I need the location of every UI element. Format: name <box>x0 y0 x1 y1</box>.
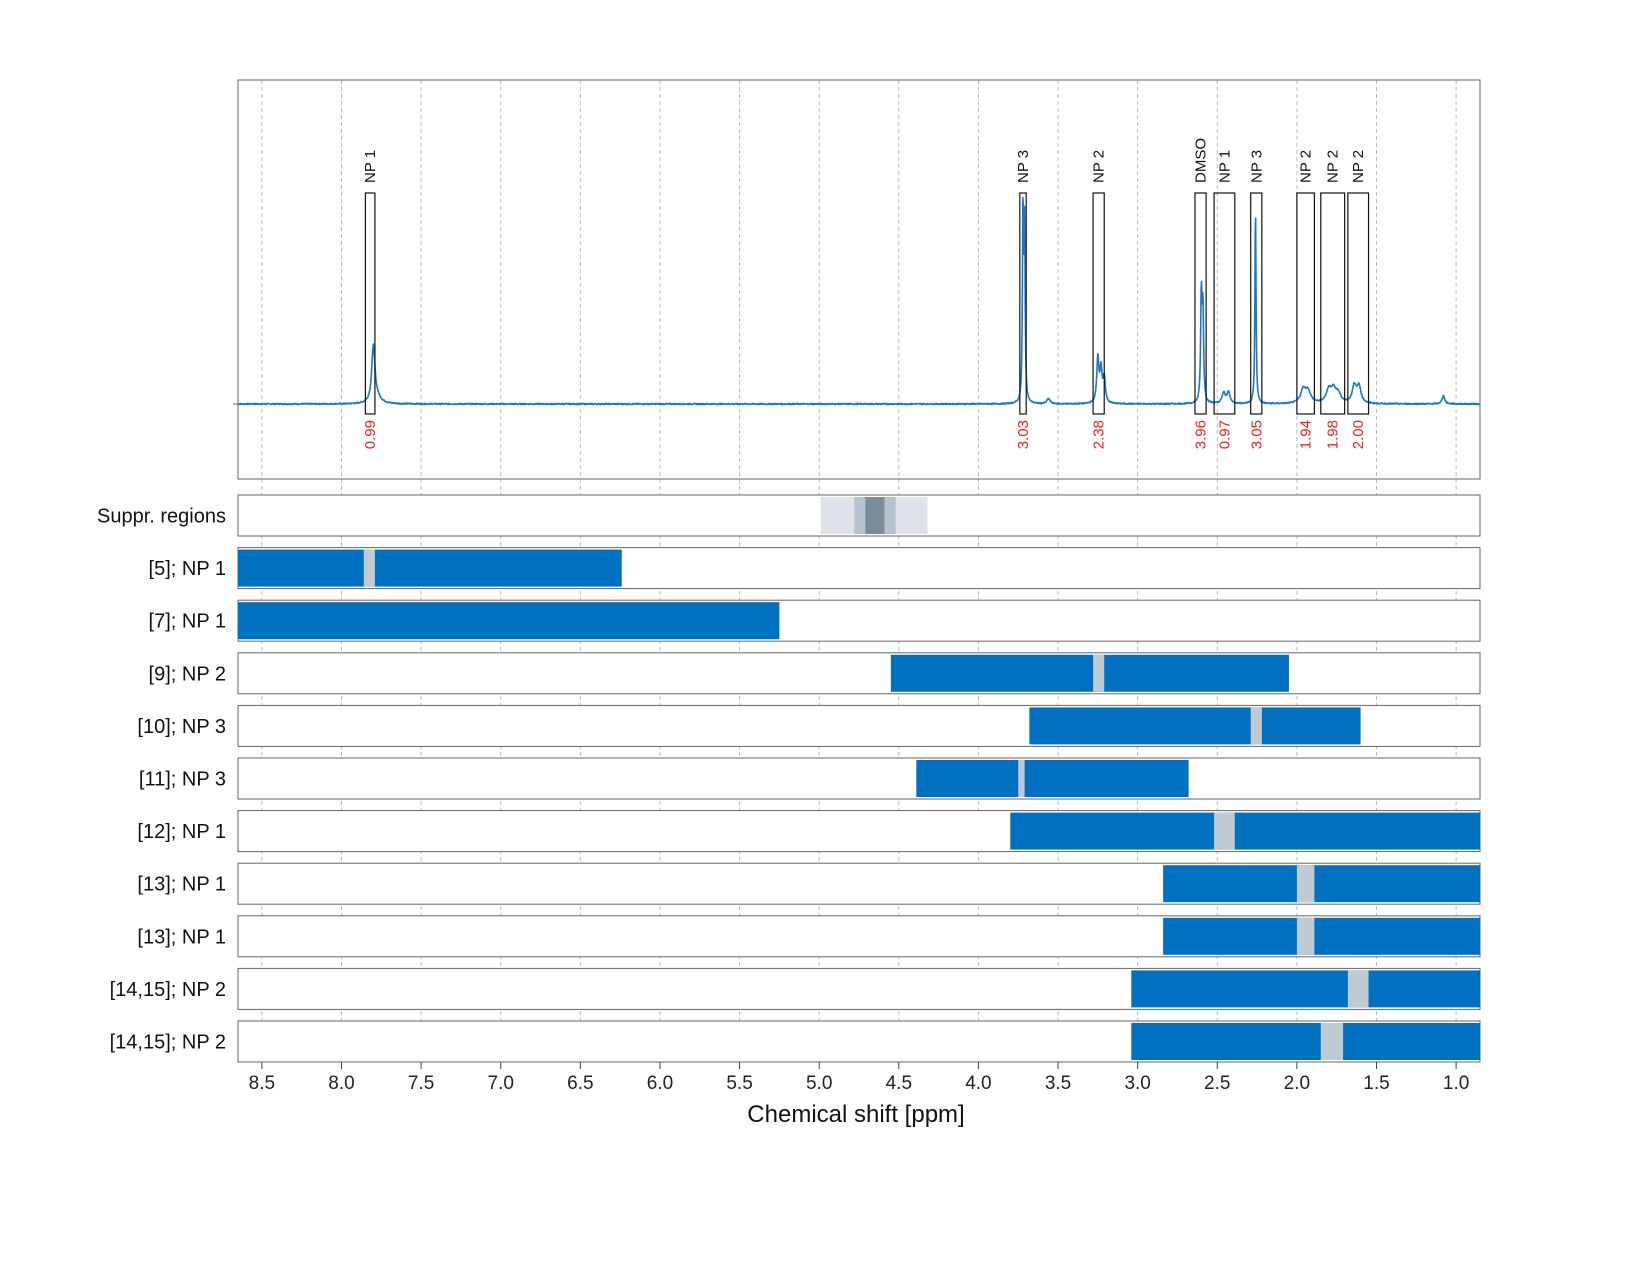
assignment-bar-4 <box>916 760 1189 797</box>
integral-label-0: 0.99 <box>362 420 379 449</box>
row-frame-3 <box>237 652 1481 695</box>
assignment-bar-5 <box>1010 812 1480 850</box>
x-tick-label-15: 1.0 <box>1443 1073 1469 1094</box>
assignment-bar-9 <box>1131 1023 1480 1060</box>
x-tick-label-11: 3.0 <box>1124 1073 1150 1094</box>
peak-label-7: NP 2 <box>1325 150 1342 183</box>
peak-box-2 <box>1092 192 1105 415</box>
row-label-9: [14,15]; NP 2 <box>110 979 226 1001</box>
x-tick-label-8: 4.5 <box>886 1073 912 1094</box>
row-label-7: [13]; NP 1 <box>137 874 226 896</box>
assignment-bar-7 <box>1163 917 1480 955</box>
peak-label-8: NP 2 <box>1350 150 1367 183</box>
peak-box-1 <box>1019 192 1027 415</box>
peak-box-4 <box>1213 192 1236 415</box>
assignment-gap-6 <box>1296 865 1315 903</box>
x-axis: 8.5 8.0 7.5 7.0 6.5 6.0 5.5 5.0 4.5 4.0 3.5 3.0 2.5 2… <box>238 1061 1480 1094</box>
assignment-gap-3 <box>1250 707 1262 745</box>
row-label-3: [9]; NP 2 <box>149 663 226 685</box>
x-tick-label-5: 6.0 <box>647 1073 673 1094</box>
suppression-band-2 <box>865 497 885 534</box>
assignment-gap-7 <box>1296 917 1315 955</box>
peak-box-6 <box>1296 192 1316 415</box>
integral-label-5: 3.05 <box>1248 420 1265 449</box>
assignment-gap-0 <box>363 549 375 587</box>
integral-label-1: 3.03 <box>1015 420 1032 449</box>
integral-label-3: 3.96 <box>1193 420 1210 449</box>
row-label-4: [10]; NP 3 <box>137 716 226 738</box>
assignment-rows: Suppr. regions [5]; NP 1 [7]; NP 1 [9]; NP … <box>97 494 1481 1063</box>
peak-boxes: NP 1 0.99 NP 3 3.03 NP 2 2.38 DMSO 3.96 NP 1 0.97… <box>362 138 1370 449</box>
x-tick-label-2: 7.5 <box>408 1073 434 1094</box>
x-tick-label-12: 2.5 <box>1204 1073 1230 1094</box>
integral-label-2: 2.38 <box>1091 420 1108 449</box>
peak-label-2: NP 2 <box>1091 150 1108 183</box>
assignment-bar-6 <box>1163 865 1480 903</box>
row-label-8: [13]; NP 1 <box>137 926 226 948</box>
peak-label-0: NP 1 <box>362 150 379 183</box>
assignment-bar-1 <box>238 602 780 640</box>
row-label-6: [12]; NP 1 <box>137 821 226 843</box>
row-label-5: [11]; NP 3 <box>139 769 226 791</box>
peak-box-3 <box>1194 192 1207 415</box>
x-tick-label-4: 6.5 <box>567 1073 593 1094</box>
row-label-1: [5]; NP 1 <box>149 558 226 580</box>
x-tick-label-3: 7.0 <box>488 1073 514 1094</box>
x-tick-label-6: 5.5 <box>726 1073 752 1094</box>
x-tick-label-13: 2.0 <box>1284 1073 1310 1094</box>
integral-label-6: 1.94 <box>1298 420 1315 449</box>
peak-label-3: DMSO <box>1193 138 1210 183</box>
peak-box-8 <box>1347 192 1370 415</box>
integral-label-7: 1.98 <box>1325 420 1342 449</box>
assignment-bar-3 <box>1029 707 1361 745</box>
x-tick-label-14: 1.5 <box>1363 1073 1389 1094</box>
x-tick-label-7: 5.0 <box>806 1073 832 1094</box>
spectrum-panel: NP 1 0.99 NP 3 3.03 NP 2 2.38 DMSO 3.96 NP 1 0.97… <box>233 79 1481 480</box>
assignment-gap-9 <box>1320 1023 1344 1060</box>
x-tick-label-0: 8.5 <box>249 1073 275 1094</box>
peak-box-0 <box>364 192 376 415</box>
assignment-gap-8 <box>1347 970 1369 1008</box>
peak-box-5 <box>1250 192 1263 415</box>
assignment-gap-2 <box>1093 654 1105 692</box>
row-frame-5 <box>237 757 1481 800</box>
integral-label-8: 2.00 <box>1350 420 1367 449</box>
assignment-gap-5 <box>1214 812 1235 850</box>
spectrum-line <box>237 196 1481 406</box>
peak-label-5: NP 3 <box>1248 150 1265 183</box>
x-tick-label-10: 3.5 <box>1045 1073 1071 1094</box>
peak-label-1: NP 3 <box>1015 150 1032 183</box>
row-label-2: [7]; NP 1 <box>149 611 226 633</box>
integral-label-4: 0.97 <box>1216 420 1233 449</box>
peak-label-6: NP 2 <box>1298 150 1315 183</box>
assignment-gap-4 <box>1018 760 1025 797</box>
peak-box-7 <box>1320 192 1346 415</box>
spectrum-frame <box>237 79 1481 480</box>
assignment-bar-8 <box>1131 970 1480 1008</box>
peak-label-4: NP 1 <box>1216 150 1233 183</box>
row-label-0: Suppr. regions <box>97 506 226 528</box>
x-tick-label-9: 4.0 <box>965 1073 991 1094</box>
assignment-bar-2 <box>890 654 1289 692</box>
x-tick-label-1: 8.0 <box>328 1073 354 1094</box>
row-label-10: [14,15]; NP 2 <box>110 1032 226 1054</box>
assignment-bar-0 <box>238 549 622 587</box>
x-axis-title: Chemical shift [ppm] <box>747 1101 964 1128</box>
